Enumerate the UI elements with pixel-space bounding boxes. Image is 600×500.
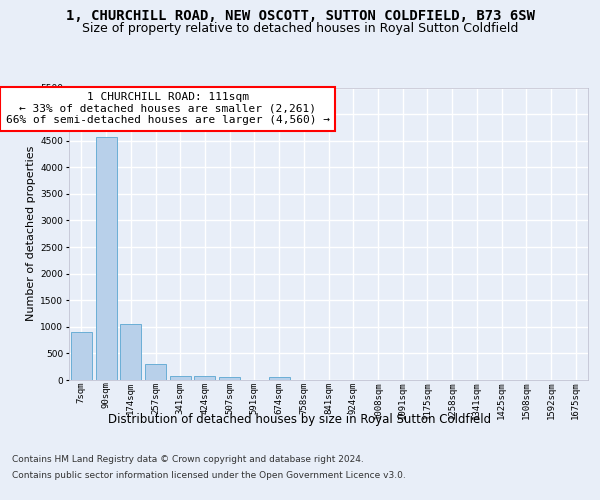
Bar (71, 332, 92, 380)
Text: Distribution of detached houses by size in Royal Sutton Coldfield: Distribution of detached houses by size … (109, 412, 491, 426)
Bar (219, 377, 240, 380)
Text: Contains public sector information licensed under the Open Government Licence v3: Contains public sector information licen… (12, 471, 406, 480)
Text: 1, CHURCHILL ROAD, NEW OSCOTT, SUTTON COLDFIELD, B73 6SW: 1, CHURCHILL ROAD, NEW OSCOTT, SUTTON CO… (65, 9, 535, 23)
Bar (145, 364, 166, 380)
Bar (194, 376, 215, 380)
Bar (95, 138, 116, 380)
Bar (120, 324, 141, 380)
Bar (269, 377, 290, 380)
Text: Contains HM Land Registry data © Crown copyright and database right 2024.: Contains HM Land Registry data © Crown c… (12, 455, 364, 464)
Text: 1 CHURCHILL ROAD: 111sqm
← 33% of detached houses are smaller (2,261)
66% of sem: 1 CHURCHILL ROAD: 111sqm ← 33% of detach… (6, 92, 330, 126)
Y-axis label: Number of detached properties: Number of detached properties (26, 146, 36, 322)
Text: Size of property relative to detached houses in Royal Sutton Coldfield: Size of property relative to detached ho… (82, 22, 518, 35)
Bar (170, 376, 191, 380)
